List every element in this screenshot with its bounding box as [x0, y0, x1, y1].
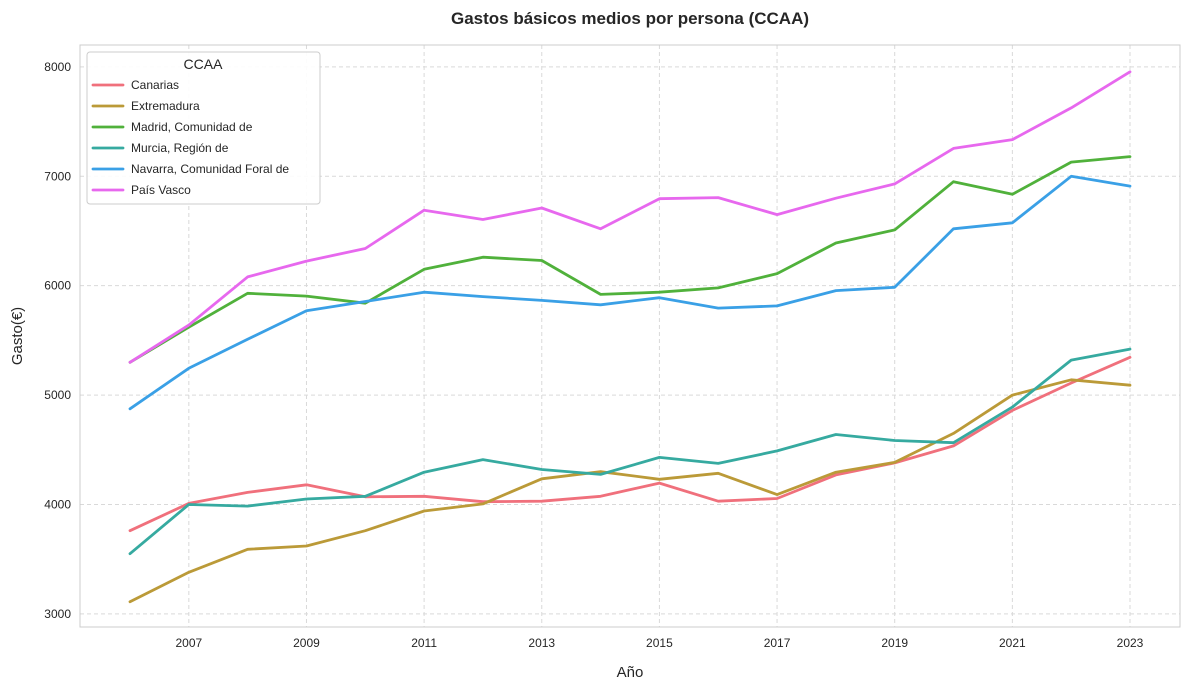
x-axis-label: Año: [617, 664, 644, 681]
legend-box: [86, 51, 321, 205]
legend-label: Murcia, Región de: [131, 141, 229, 155]
legend-label: Extremadura: [131, 99, 200, 113]
x-tick-label: 2019: [881, 636, 908, 650]
y-axis-label: Gasto(€): [9, 307, 26, 365]
series-line-navarra-comunidad-foral-de: [128, 174, 1132, 411]
y-tick-label: 4000: [44, 497, 71, 511]
legend-items: Canarias Extremadura Madrid, Comunidad de M…: [91, 78, 289, 197]
x-tick-label: 2007: [175, 636, 202, 650]
x-tick-label: 2011: [411, 636, 437, 650]
y-tick-label: 7000: [44, 169, 71, 183]
legend-label: Madrid, Comunidad de: [131, 120, 253, 134]
x-tick-label: 2015: [646, 636, 673, 650]
x-tick-label: 2013: [528, 636, 555, 650]
series-line-canarias: [128, 355, 1132, 533]
y-tick-label: 5000: [44, 388, 71, 402]
y-tick-label: 6000: [44, 279, 71, 293]
legend-label: Navarra, Comunidad Foral de: [131, 162, 289, 176]
chart-title: Gastos básicos medios por persona (CCAA): [451, 9, 809, 28]
series-line-madrid-comunidad-de: [128, 155, 1132, 364]
x-axis-ticks: 2007 2009 2011 2013 2015 2017 2019 2021 2023: [175, 636, 1143, 650]
series-lines: [128, 70, 1132, 604]
y-axis-ticks: 3000 4000 5000 6000 7000 8000: [44, 60, 71, 621]
plot-area-frame: [79, 44, 1181, 628]
series-line-murcia-region-de: [128, 347, 1132, 556]
series-line-pais-vasco: [128, 70, 1132, 364]
legend-label: País Vasco: [131, 183, 191, 197]
series-line-extremadura: [128, 378, 1132, 604]
grid: [80, 45, 1180, 627]
legend: CCAA Canarias Extremadura Madrid, Comunida…: [86, 51, 321, 205]
x-tick-label: 2017: [764, 636, 791, 650]
legend-title: CCAA: [184, 56, 224, 72]
x-tick-label: 2023: [1117, 636, 1144, 650]
legend-label: Canarias: [131, 78, 179, 92]
x-tick-label: 2009: [293, 636, 320, 650]
y-tick-label: 3000: [44, 607, 71, 621]
x-tick-label: 2021: [999, 636, 1026, 650]
y-tick-label: 8000: [44, 60, 71, 74]
